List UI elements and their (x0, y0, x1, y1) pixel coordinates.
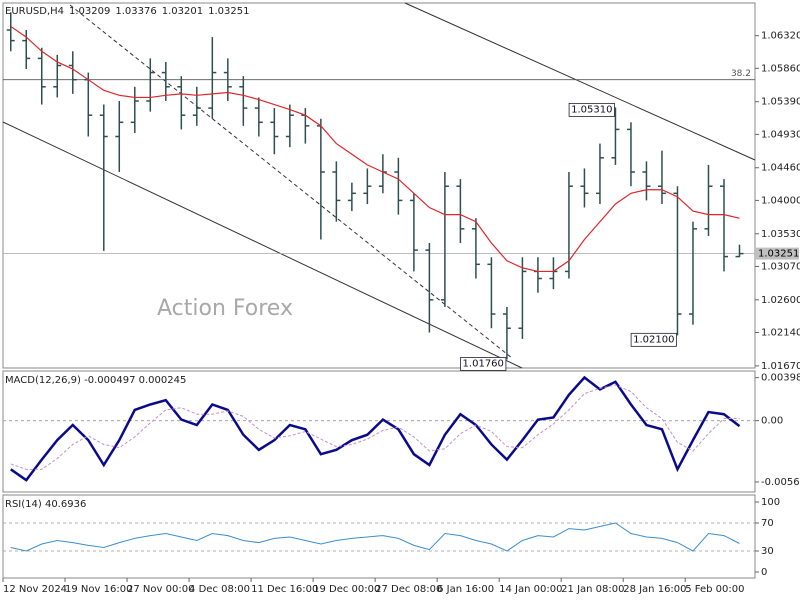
indicator-line (10, 375, 741, 482)
x-tick-label: 14 Jan 00:00 (499, 584, 562, 595)
channel-line-lower (2, 121, 523, 369)
x-tick-label: 6 Jan 16:00 (437, 584, 494, 595)
y-tick-label: 1.03530 (761, 229, 800, 240)
x-tick-label: 28 Jan 16:00 (623, 584, 686, 595)
y-tick-label: 0 (761, 567, 767, 578)
header-text: 1.03251 (208, 6, 249, 17)
y-tick-label: 1.05860 (761, 63, 800, 74)
y-tick-label: 1.04930 (761, 129, 800, 140)
y-tick-label: 30 (761, 546, 774, 557)
y-tick-label: 1.02140 (761, 327, 800, 338)
moving-average (10, 25, 740, 273)
channel-line-upper (404, 2, 756, 161)
price-panel-frame (2, 2, 756, 369)
x-tick-label: 11 Dec 16:00 (251, 584, 318, 595)
header-text: 1.03201 (162, 6, 203, 17)
annotation-box (568, 102, 615, 117)
macd-title: MACD(12,26,9) -0.000497 0.000245 (5, 375, 186, 386)
header-text: EURUSD,H4 (5, 6, 64, 17)
x-tick-label: 27 Dec 08:00 (375, 584, 442, 595)
watermark: Action Forex (157, 296, 293, 321)
price-label-box (755, 247, 799, 260)
header-text: 1.03376 (115, 6, 156, 17)
annotation-box (630, 332, 677, 347)
annotation-box (460, 357, 507, 371)
macd-panel-frame (2, 370, 756, 493)
fib-level-label: 38.2 (731, 69, 751, 79)
x-tick-label: 27 Nov 00:00 (127, 584, 194, 595)
y-tick-label: -0.00567 (761, 477, 800, 488)
y-tick-label: 1.03070 (761, 261, 800, 272)
x-tick-label: 5 Feb 00:00 (685, 584, 744, 595)
x-tick-label: 12 Nov 2024 (3, 584, 67, 595)
y-tick-label: 1.06320 (761, 31, 800, 42)
annotation-label: 1.01760 (463, 358, 504, 369)
header-text: 1.03209 (69, 6, 110, 17)
y-tick-label: 1.04460 (761, 163, 800, 174)
rsi-title: RSI(14) 40.6936 (5, 499, 86, 510)
indicator-line (10, 522, 740, 552)
y-tick-label: 0.003984 (761, 373, 800, 384)
y-tick-label: 1.05390 (761, 97, 800, 108)
rsi-panel-frame (2, 494, 756, 579)
x-tick-label: 21 Jan 08:00 (561, 584, 624, 595)
price-label: 1.03251 (758, 249, 799, 260)
y-tick-label: 1.01670 (761, 361, 800, 372)
x-tick-label: 19 Nov 16:00 (65, 584, 132, 595)
x-tick-label: 4 Dec 08:00 (189, 584, 250, 595)
y-tick-label: 0.00 (761, 416, 783, 427)
annotation-label: 1.02100 (633, 334, 674, 345)
y-tick-label: 100 (761, 497, 780, 508)
annotation-label: 1.05310 (571, 104, 612, 115)
y-tick-label: 70 (761, 518, 774, 529)
y-tick-label: 1.02600 (761, 295, 800, 306)
trend-line-dashed (69, 4, 513, 359)
y-tick-label: 1.04000 (761, 195, 800, 206)
x-tick-label: 19 Dec 00:00 (313, 584, 380, 595)
